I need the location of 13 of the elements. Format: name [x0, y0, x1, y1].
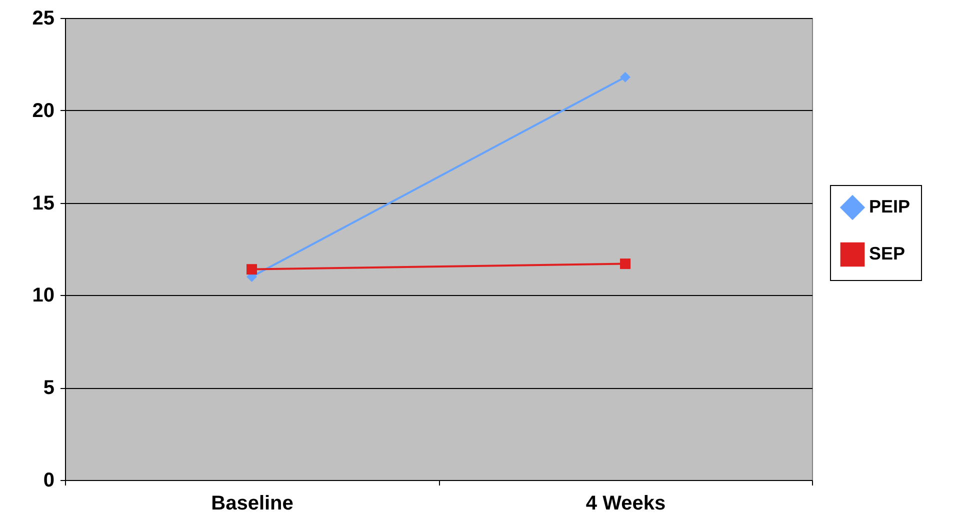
y-tick-label: 20 — [32, 100, 54, 122]
point — [620, 258, 630, 270]
point — [620, 72, 630, 82]
y-tick-label: 0 — [43, 470, 54, 492]
x-tick-label: Baseline — [211, 492, 294, 514]
y-tick-label: 10 — [32, 284, 54, 307]
x-tick-label: 4 Weeks — [586, 492, 666, 514]
legend-label: PEIP — [869, 196, 910, 216]
point — [246, 264, 257, 275]
y-tick-label: 5 — [43, 377, 54, 400]
y-tick-label: 15 — [32, 192, 54, 214]
legend-label: SEP — [869, 244, 906, 264]
y-tick-label: 25 — [32, 8, 54, 30]
